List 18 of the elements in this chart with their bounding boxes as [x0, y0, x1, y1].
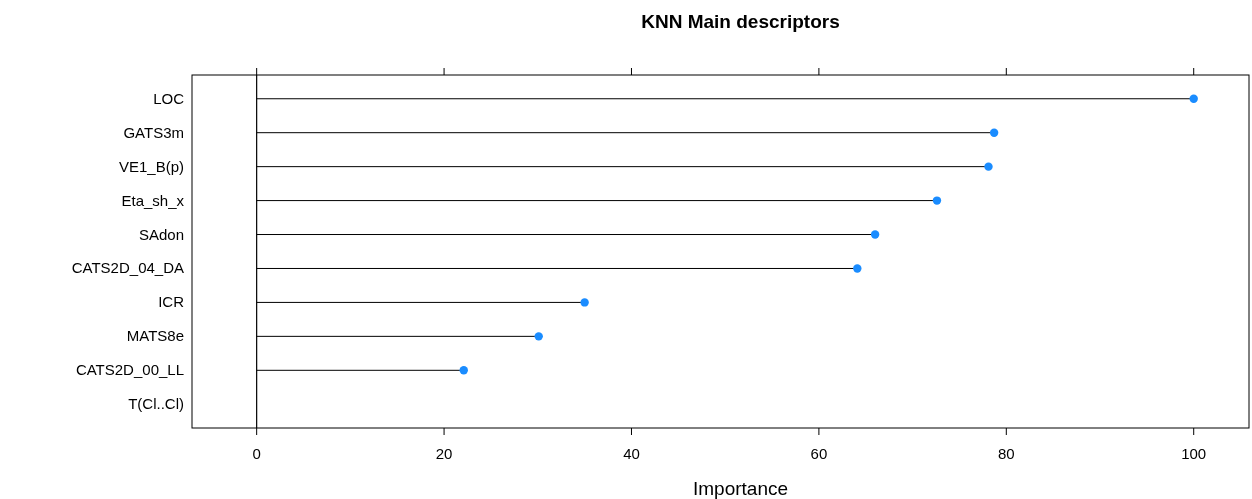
x-tick-label: 20 — [435, 445, 453, 462]
x-tick-label: 100 — [1181, 445, 1207, 462]
y-tick-label: CATS2D_00_LL — [75, 361, 184, 379]
x-tick-label: 0 — [252, 445, 261, 462]
y-tick-label: ICR — [158, 293, 185, 311]
y-tick-label: VE1_B(p) — [118, 157, 184, 175]
chart-title: KNN Main descriptors — [641, 11, 840, 32]
y-tick-label: Eta_sh_x — [121, 191, 185, 209]
y-tick-label: MATS8e — [126, 327, 184, 345]
y-tick-label: CATS2D_04_DA — [71, 259, 184, 277]
y-tick-label: GATS3m — [123, 123, 184, 141]
y-tick-label: SAdon — [138, 225, 184, 243]
y-tick-label: T(Cl..Cl) — [128, 395, 184, 413]
x-tick-label: 40 — [623, 445, 640, 462]
x-tick-label: 60 — [810, 445, 828, 462]
x-tick-label: 80 — [997, 445, 1015, 462]
y-tick-label: LOC — [153, 89, 185, 107]
x-axis-title: Importance — [692, 478, 789, 499]
